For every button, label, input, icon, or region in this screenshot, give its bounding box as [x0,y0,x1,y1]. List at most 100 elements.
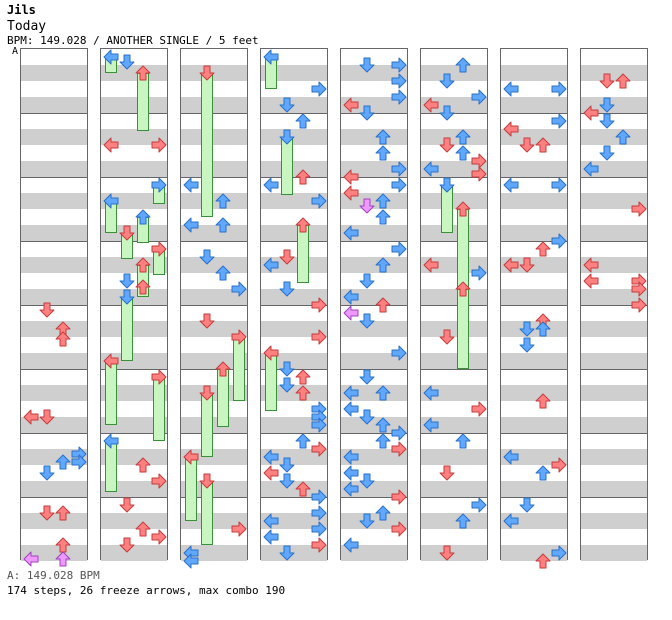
beat-stripe [421,161,487,177]
arrow-right-icon [151,241,167,257]
beat-stripe [101,193,167,209]
measure-line [261,177,327,178]
beat-stripe [341,449,407,465]
arrow-down-icon [519,137,535,153]
arrow-left-icon [263,465,279,481]
beat-stripe [581,481,647,497]
arrow-up-icon [455,57,471,73]
beat-stripe [421,129,487,145]
arrow-right-icon [471,89,487,105]
arrow-down-icon [519,337,535,353]
arrow-up-icon [375,193,391,209]
arrow-up-icon [535,241,551,257]
beat-stripe [21,321,87,337]
arrow-down-icon [39,409,55,425]
beat-stripe [421,449,487,465]
measure-line [181,113,247,114]
arrow-left-icon [503,513,519,529]
measure-line [501,177,567,178]
beat-stripe [581,257,647,273]
arrow-up-icon [535,465,551,481]
measure-line [101,241,167,242]
beat-stripe [101,161,167,177]
beat-stripe [421,225,487,241]
beat-stripe [101,257,167,273]
chart-column [580,48,648,561]
arrow-right-icon [471,265,487,281]
arrow-down-icon [599,97,615,113]
arrow-down-icon [359,198,375,214]
arrow-up-icon [535,137,551,153]
beat-stripe [21,289,87,305]
arrow-up-icon [135,209,151,225]
beat-stripe [581,65,647,81]
measure-line [21,369,87,370]
arrow-up-icon [135,257,151,273]
beat-stripe [21,161,87,177]
freeze-arrow-body [281,137,293,195]
arrow-down-icon [279,249,295,265]
measure-line [421,433,487,434]
arrow-right-icon [311,537,327,553]
beat-stripe [21,417,87,433]
arrow-left-icon [343,465,359,481]
arrow-down-icon [359,369,375,385]
arrow-left-icon [423,161,439,177]
beat-stripe [181,161,247,177]
measure-line [21,497,87,498]
measure-line [341,433,407,434]
arrow-up-icon [295,385,311,401]
beat-stripe [181,129,247,145]
arrow-right-icon [471,497,487,513]
arrow-down-icon [599,113,615,129]
freeze-arrow-body [153,377,165,441]
arrow-up-icon [55,331,71,347]
arrow-up-icon [455,281,471,297]
arrow-right-icon [311,193,327,209]
arrow-up-icon [295,433,311,449]
arrow-left-icon [423,97,439,113]
arrow-left-icon [103,49,119,65]
measure-line [261,241,327,242]
freeze-arrow-body [137,73,149,131]
beat-stripe [101,65,167,81]
beat-stripe [21,385,87,401]
arrow-down-icon [599,145,615,161]
beat-stripe [501,97,567,113]
arrow-down-icon [279,473,295,489]
arrow-right-icon [471,401,487,417]
arrow-right-icon [311,329,327,345]
arrow-up-icon [535,321,551,337]
arrow-left-icon [583,105,599,121]
arrow-up-icon [455,201,471,217]
arrow-down-icon [279,281,295,297]
arrow-down-icon [599,73,615,89]
arrow-down-icon [519,497,535,513]
arrow-left-icon [343,537,359,553]
arrow-left-icon [583,273,599,289]
arrow-down-icon [359,57,375,73]
arrow-left-icon [343,305,359,321]
freeze-arrow-body [185,457,197,521]
beat-stripe [181,353,247,369]
beat-stripe [181,193,247,209]
beat-stripe [581,129,647,145]
arrow-right-icon [311,521,327,537]
chart-column [260,48,328,561]
arrow-right-icon [631,201,647,217]
beat-stripe [501,353,567,369]
arrow-right-icon [391,177,407,193]
arrow-up-icon [55,505,71,521]
arrow-up-icon [295,369,311,385]
arrow-left-icon [263,513,279,529]
beat-stripe [581,417,647,433]
arrow-up-icon [455,513,471,529]
arrow-left-icon [503,177,519,193]
beat-stripe [501,65,567,81]
arrow-left-icon [503,449,519,465]
arrow-right-icon [311,81,327,97]
beat-stripe [101,321,167,337]
arrow-right-icon [231,281,247,297]
measure-line [261,433,327,434]
beat-stripe [261,481,327,497]
